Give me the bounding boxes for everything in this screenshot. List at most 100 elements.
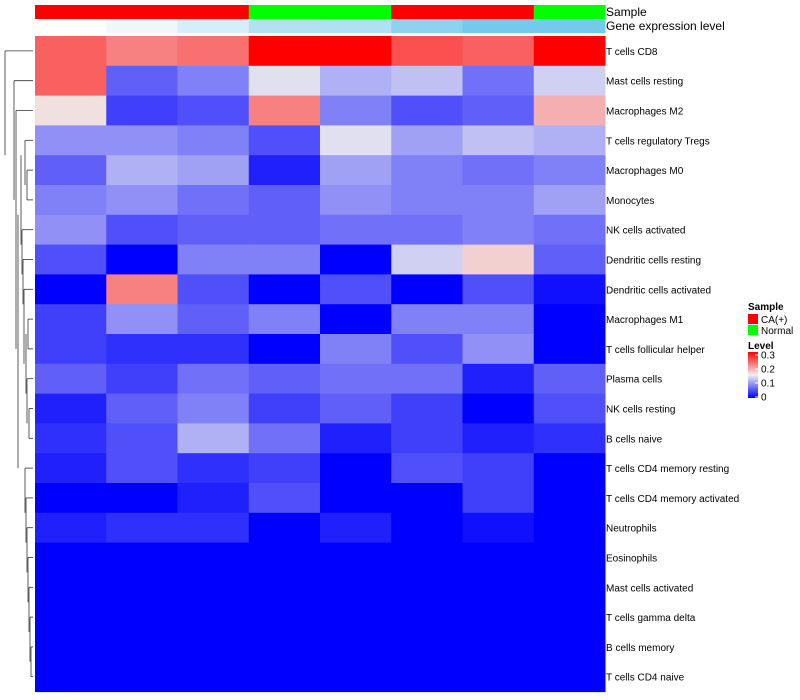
heatmap-cell: [391, 65, 463, 97]
heatmap-cell: [106, 453, 178, 484]
row-label: T cells CD8: [606, 47, 658, 58]
row-label: Eosinophils: [606, 554, 657, 565]
heatmap-cell: [248, 602, 321, 633]
heatmap-cell: [248, 512, 321, 544]
heatmap-cell: [391, 483, 463, 514]
heatmap-cell: [320, 244, 392, 275]
heatmap-cell: [248, 95, 321, 126]
heatmap-cell: [533, 632, 606, 663]
heatmap-cell: [248, 304, 321, 335]
heatmap-cell: [248, 125, 321, 156]
heatmap-cell: [106, 572, 178, 603]
heatmap-cell: [462, 95, 535, 126]
heatmap-cell: [106, 244, 178, 275]
legend-sample-swatch: [748, 325, 758, 335]
heatmap-cell: [177, 393, 250, 424]
heatmap-cell: [533, 125, 606, 156]
legend-sample-swatch: [748, 314, 758, 324]
annotation-cell: [533, 19, 606, 33]
row-label: NK cells resting: [606, 405, 675, 416]
row-label: T cells gamma delta: [606, 613, 696, 624]
heatmap-cell: [462, 185, 535, 216]
heatmap-cell: [35, 423, 107, 454]
heatmap-cell: [533, 214, 606, 246]
heatmap-cell: [35, 453, 107, 484]
heatmap-cell: [35, 214, 107, 246]
row-label: Neutrophils: [606, 524, 657, 535]
heatmap-cell: [320, 423, 392, 454]
heatmap-cell: [106, 363, 178, 395]
heatmap-cell: [533, 65, 606, 97]
annotation-cell: [462, 5, 535, 19]
heatmap-cell: [177, 36, 250, 67]
heatmap-cell: [462, 214, 535, 246]
heatmap-cell: [248, 542, 321, 573]
heatmap-cell: [391, 155, 463, 186]
heatmap-cell: [106, 304, 178, 335]
heatmap-cell: [533, 304, 606, 335]
heatmap-cell: [248, 453, 321, 484]
annotation-cell: [391, 5, 463, 19]
heatmap-cell: [462, 483, 535, 514]
heatmap-cell: [462, 363, 535, 395]
heatmap-cell: [248, 334, 321, 365]
heatmap-cell: [391, 661, 463, 693]
annotation-cell: [35, 5, 107, 19]
annotation-cell: [462, 19, 535, 33]
heatmap-cell: [177, 512, 250, 544]
heatmap-cell: [35, 572, 107, 603]
heatmap-cell: [533, 572, 606, 603]
heatmap-cell: [106, 334, 178, 365]
legend-level-label: 0.2: [761, 365, 775, 376]
heatmap-cell: [391, 274, 463, 305]
heatmap-cell: [391, 512, 463, 544]
heatmap-cell: [106, 542, 178, 573]
heatmap-cell: [35, 304, 107, 335]
heatmap-cell: [248, 483, 321, 514]
heatmap-cell: [391, 36, 463, 67]
heatmap-cell: [35, 632, 107, 663]
heatmap-cell: [533, 453, 606, 484]
heatmap-cell: [391, 185, 463, 216]
heatmap-cell: [320, 483, 392, 514]
heatmap-cell: [320, 214, 392, 246]
heatmap-cell: [533, 36, 606, 67]
heatmap-cell: [177, 334, 250, 365]
heatmap-cell: [391, 542, 463, 573]
heatmap-cell: [35, 542, 107, 573]
annotation-cell: [106, 5, 178, 19]
row-label: Plasma cells: [606, 375, 662, 386]
heatmap-cell: [462, 542, 535, 573]
legend-sample-title: Sample: [748, 302, 784, 313]
heatmap-cell: [106, 274, 178, 305]
heatmap-cell: [35, 363, 107, 395]
heatmap-cell: [533, 423, 606, 454]
heatmap-cell: [462, 155, 535, 186]
heatmap-cell: [177, 661, 250, 693]
legend-level-title: Level: [748, 341, 774, 352]
heatmap-cell: [391, 95, 463, 126]
heatmap-cell: [177, 244, 250, 275]
heatmap-cell: [177, 65, 250, 97]
heatmap-cell: [35, 185, 107, 216]
heatmap-cell: [533, 602, 606, 633]
row-label: Macrophages M0: [606, 166, 684, 177]
heatmap-cell: [533, 95, 606, 126]
heatmap-cell: [533, 185, 606, 216]
heatmap-cell: [177, 95, 250, 126]
heatmap-cell: [106, 36, 178, 67]
row-label: T cells CD4 memory resting: [606, 464, 729, 475]
heatmap-cell: [35, 155, 107, 186]
heatmap-cell: [106, 483, 178, 514]
heatmap-cell: [462, 36, 535, 67]
heatmap-cell: [35, 512, 107, 544]
heatmap-cell: [320, 393, 392, 424]
heatmap-cell: [533, 334, 606, 365]
annotation-cell: [177, 5, 250, 19]
row-label: Macrophages M2: [606, 107, 684, 118]
heatmap-cell: [533, 274, 606, 305]
heatmap-cell: [462, 274, 535, 305]
heatmap-cell: [177, 155, 250, 186]
heatmap-cell: [462, 393, 535, 424]
